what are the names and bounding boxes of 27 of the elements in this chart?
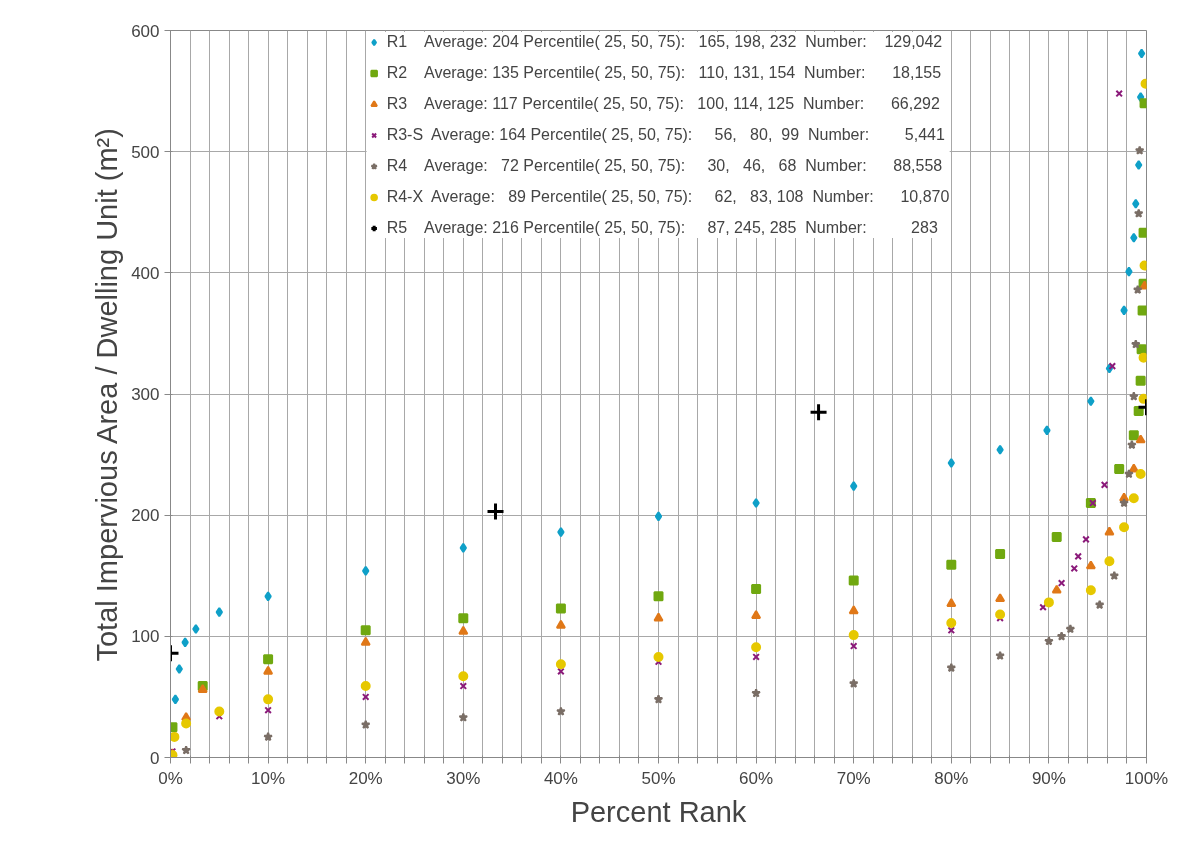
x-tick-label: 50%	[641, 768, 676, 788]
x-tick-label: 90%	[1031, 768, 1066, 788]
legend-label: R1 Average: 204 Percentile( 25, 50, 75): 165, 198, 232 Number: 129,042	[386, 33, 943, 51]
x-tick-label: 0%	[158, 768, 183, 788]
legend-label: R4-X Average: 89 Percentile( 25, 50, 75): 62, 83, 108 Number: 10,870	[386, 188, 950, 206]
x-tick-label: 30%	[446, 768, 481, 788]
y-tick-label: 100	[131, 627, 160, 647]
x-tick-label: 60%	[739, 768, 774, 788]
y-tick-label: 200	[131, 506, 160, 526]
legend-label: R3-S Average: 164 Percentile( 25, 50, 75): 56, 80, 99 Number: 5,441	[386, 126, 945, 144]
x-axis-title: Percent Rank	[570, 795, 747, 828]
legend-label: R3 Average: 117 Percentile( 25, 50, 75): 100, 114, 125 Number: 66,292	[386, 95, 940, 113]
y-tick-label: 0	[150, 748, 160, 768]
x-tick-label: 20%	[348, 768, 383, 788]
y-tick-label: 300	[131, 385, 160, 404]
y-tick-label: 400	[131, 263, 160, 283]
x-tick-label: 10%	[251, 768, 286, 788]
x-tick-label: 40%	[543, 768, 578, 788]
x-tick-label: 80%	[934, 768, 969, 788]
x-tick-label: 70%	[836, 768, 871, 788]
y-axis-title: Total Impervious Area / Dwelling Unit (m²)	[91, 128, 124, 662]
x-tick-label: 100%	[1124, 768, 1169, 788]
legend-label: R2 Average: 135 Percentile( 25, 50, 75): 110, 131, 154 Number: 18,155	[386, 64, 942, 82]
legend-label: R5 Average: 216 Percentile( 25, 50, 75): 87, 245, 285 Number: 283	[386, 219, 938, 237]
y-tick-label: 500	[131, 142, 160, 162]
y-tick-label: 600	[131, 21, 160, 41]
legend-label: R4 Average: 72 Percentile( 25, 50, 75): 30, 46, 68 Number: 88,558	[386, 157, 943, 175]
